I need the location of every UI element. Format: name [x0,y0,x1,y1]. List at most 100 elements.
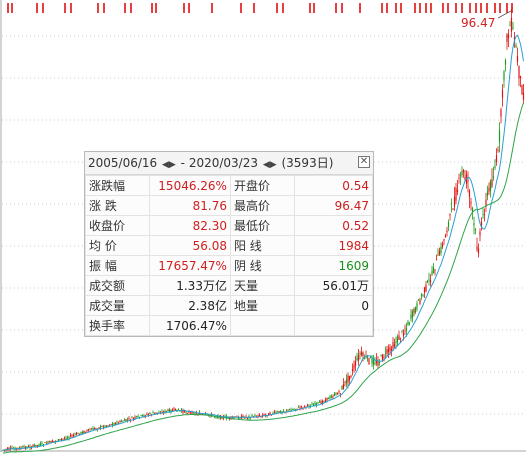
candle-body [332,396,334,398]
candle-body [327,397,330,400]
stat-label: 涨跌幅 [85,175,150,196]
candle-body [210,414,213,416]
stat-value: 2.38亿 [148,295,231,316]
candle-body [51,440,54,443]
candle-body [522,92,525,100]
stat-label: 最高价 [229,195,295,216]
stat-value: 0 [293,295,374,316]
candle-body [440,246,442,253]
candle-body [485,199,487,207]
candle-body [515,45,517,48]
candle-body [401,330,403,332]
candle-body [437,254,439,256]
stat-value [293,315,374,336]
candle-body [116,421,118,423]
candle-body [312,404,315,406]
candle-body [84,431,87,433]
end-date-stepper-icon[interactable]: ◀▶ [262,160,277,170]
candle-body [411,311,414,318]
table-row: 成交额 1.33万亿 天量 56.01万 [85,275,374,296]
stat-value: 1.33万亿 [148,275,231,296]
candle-body [350,375,352,377]
candle-body [407,321,409,326]
stat-value: 0.54 [293,175,374,196]
candle-body [212,414,214,416]
candle-body [35,444,37,447]
candle-body [444,235,447,238]
candle-body [461,170,463,176]
candle-body [360,352,363,356]
candle-body [233,417,235,419]
stat-value: 96.47 [293,195,374,216]
candle-body [128,418,130,419]
candle-body [471,208,474,213]
candle-body [378,362,381,363]
candle-body [384,351,387,353]
candle-body [137,415,139,417]
candle-body [431,271,433,275]
candle-body [366,355,369,359]
candle-body [68,437,70,439]
candle-body [291,409,294,410]
candle-body [383,357,385,359]
candle-body [390,348,393,352]
candle-body [356,357,358,360]
candle-body [140,415,142,416]
candle-body [348,375,351,381]
candle-body [72,435,75,437]
stat-label: 开盘价 [229,175,295,196]
candle-body [510,18,513,32]
candle-body [303,405,306,407]
stat-value: 56.08 [148,235,231,256]
start-date-stepper-icon[interactable]: ◀▶ [162,160,176,170]
candle-body [293,408,295,410]
candle-body [123,419,126,421]
candle-body [342,384,345,389]
stat-value: 1609 [293,255,374,276]
candle-body [483,214,486,216]
candle-body [338,391,340,393]
candle-body [92,428,94,430]
candle-body [473,222,475,226]
candle-body [336,393,339,395]
candle-body [149,412,151,414]
candle-body [131,417,133,419]
candle-body [89,429,91,431]
candle-body [147,414,150,415]
candle-body [65,437,67,440]
candle-body [258,415,261,417]
candle-body [288,409,291,411]
candle-body [428,278,430,280]
candle-body [186,413,189,414]
candle-body [221,418,223,420]
close-icon[interactable]: ✕ [358,156,370,168]
candle-body [434,269,436,271]
candle-body [492,176,495,178]
candle-body [71,435,73,437]
candle-body [29,446,31,448]
candle-body [50,441,52,443]
statistics-table: 涨跌幅 15046.26% 开盘价 0.54 涨 跌 81.76 最高价 96.47 收盘价 82… [85,175,374,336]
candle-body [281,411,283,413]
candle-body [345,379,348,384]
candle-body [107,425,109,427]
candle-body [386,349,388,355]
candle-body [27,446,30,448]
candle-body [188,411,190,413]
stat-label: 均 价 [85,235,150,256]
candle-body [101,426,103,427]
candle-body [351,368,354,371]
candle-body [371,358,373,364]
candle-body [189,411,192,413]
candle-body [462,170,465,173]
candle-body [98,427,100,429]
stat-label: 阳 线 [229,235,295,256]
candle-body [468,190,471,198]
candle-body [135,416,138,417]
candle-body [420,294,423,297]
candle-body [90,428,93,430]
start-date: 2005/06/16 [88,156,158,170]
candle-body [416,303,418,309]
